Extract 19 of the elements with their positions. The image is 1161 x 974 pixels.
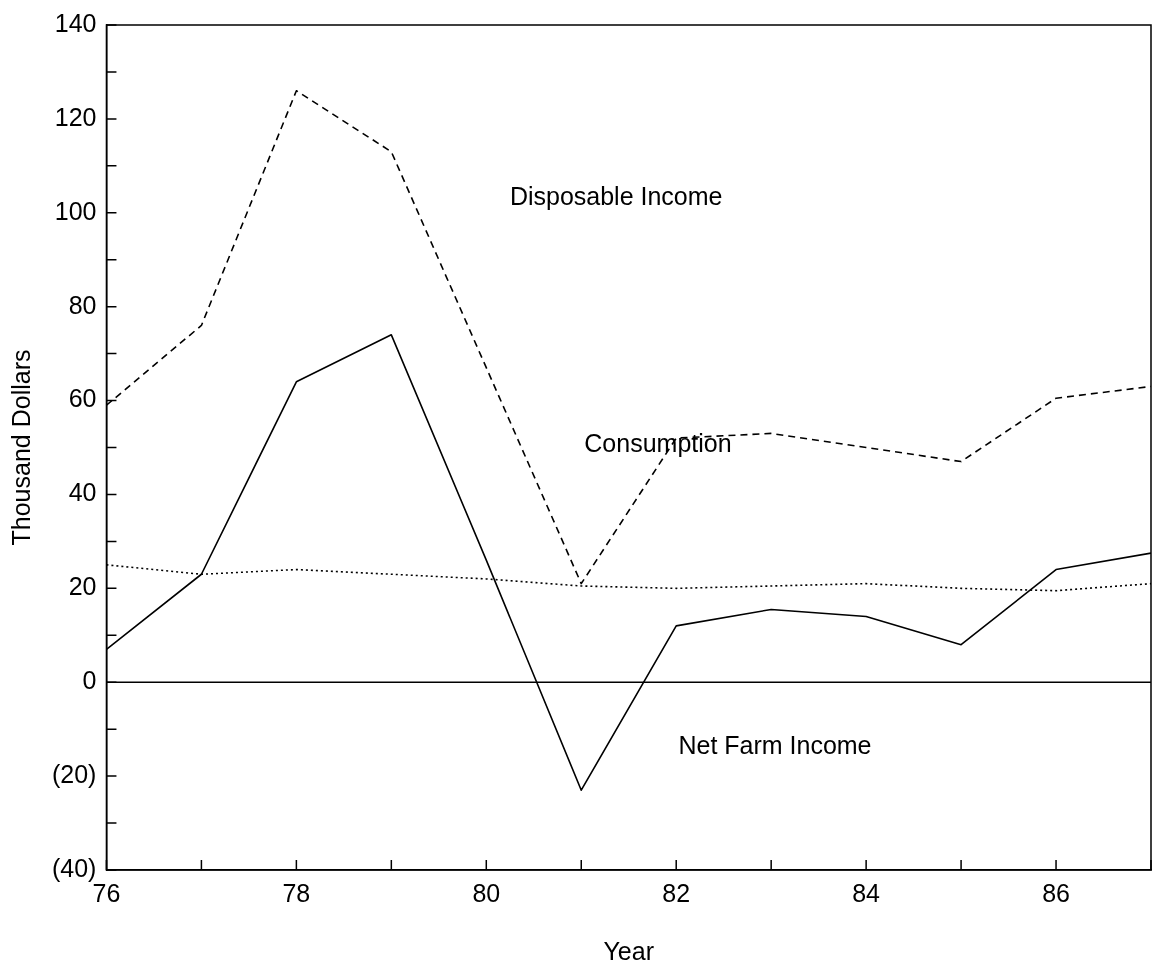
x-tick-label: 80	[472, 878, 501, 907]
y-tick-label: 120	[54, 102, 97, 131]
x-tick-label: 86	[1042, 878, 1070, 907]
y-tick-label: 40	[68, 478, 97, 507]
x-tick-label: 82	[662, 878, 691, 907]
y-tick-label: 140	[54, 8, 97, 37]
y-axis-title: Thousand Dollars	[6, 349, 35, 546]
y-tick-label: 80	[68, 290, 97, 319]
y-tick-label: 20	[68, 572, 97, 601]
y-tick-label: 0	[82, 666, 97, 695]
y-tick-label: 60	[68, 384, 97, 413]
x-tick-label: 78	[282, 878, 311, 907]
annotation: Net Farm Income	[678, 731, 872, 760]
annotation: Consumption	[584, 428, 732, 457]
y-tick-label: (20)	[51, 760, 97, 788]
x-axis-title: Year	[603, 936, 654, 965]
y-tick-label: 100	[54, 196, 97, 225]
annotation: Disposable Income	[509, 182, 723, 211]
x-tick-label: 84	[852, 878, 881, 907]
